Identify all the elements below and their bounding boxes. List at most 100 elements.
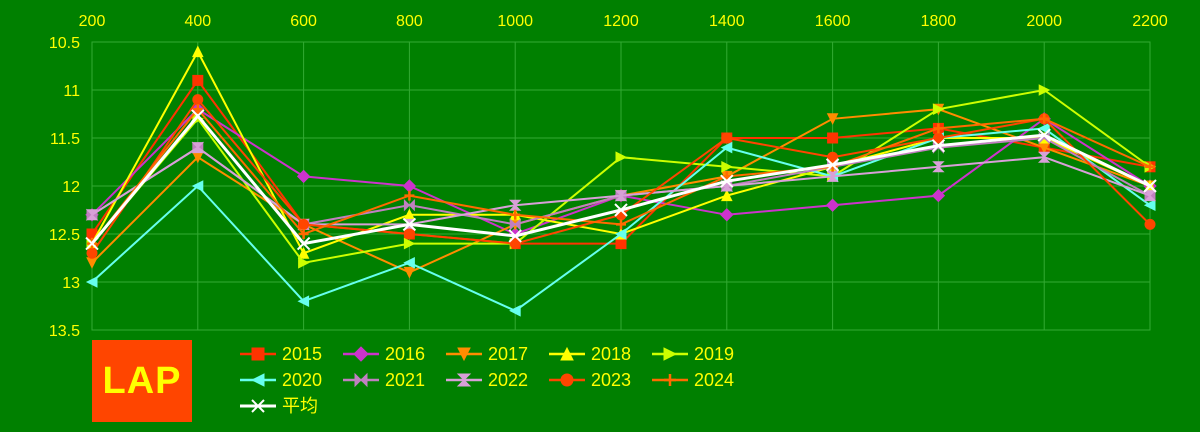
data-point (192, 94, 204, 106)
data-point (825, 198, 840, 212)
legend-label: 2024 (694, 370, 734, 390)
y-axis-tick-labels: 10.5 11 11.5 12 12.5 13 13.5 (49, 35, 80, 340)
data-point (298, 218, 310, 230)
y-tick-label: 12 (62, 179, 80, 196)
data-point (509, 304, 521, 317)
x-tick-label: 1200 (603, 13, 639, 30)
data-point (403, 228, 415, 240)
data-point (933, 123, 944, 134)
data-point (1038, 122, 1050, 135)
data-point (86, 257, 98, 269)
legend-item: 2015 (240, 344, 322, 364)
data-point (1143, 199, 1156, 212)
x-tick-label: 600 (290, 13, 317, 30)
data-point (720, 174, 734, 188)
data-point (932, 161, 945, 173)
legend-label: 2017 (488, 344, 528, 364)
legend-item: 2023 (549, 370, 631, 390)
legend-marker (250, 373, 265, 387)
legend-marker (664, 374, 676, 386)
data-point (298, 256, 310, 269)
lap-badge-text: LAP (102, 359, 182, 402)
data-point (297, 295, 310, 308)
data-point (721, 160, 733, 173)
series-2020 (85, 122, 1156, 317)
legend-marker (251, 399, 265, 413)
data-point (192, 74, 204, 86)
legend-label: 2019 (694, 344, 734, 364)
data-point (402, 179, 417, 193)
data-point (616, 219, 626, 230)
legend-label: 2021 (385, 370, 425, 390)
y-tick-label: 11 (63, 83, 80, 100)
legend-item: 2020 (240, 370, 322, 390)
x-tick-label: 1400 (709, 13, 745, 30)
series-lines (85, 45, 1157, 317)
legend-item: 2021 (343, 370, 425, 390)
data-point (296, 169, 311, 184)
data-point (296, 236, 311, 251)
data-point (720, 141, 733, 154)
legend-item: 2018 (549, 344, 631, 364)
data-point (297, 247, 310, 259)
data-point (614, 190, 628, 202)
data-point (1037, 128, 1051, 142)
data-point (1143, 179, 1157, 193)
data-point (402, 217, 417, 232)
legend-item: 2017 (446, 344, 528, 364)
y-tick-label: 12.5 (49, 227, 80, 244)
data-point (191, 109, 205, 123)
legend-label: 2023 (591, 370, 631, 390)
series-2024 (87, 104, 1155, 249)
legend-item: 2019 (652, 344, 734, 364)
data-point (86, 247, 98, 259)
legend-item: 平均 (240, 396, 318, 416)
data-point (85, 236, 99, 251)
data-point (403, 256, 415, 269)
legend-marker (353, 346, 369, 362)
data-point (298, 229, 309, 239)
data-point (509, 238, 521, 250)
x-tick-label: 1000 (497, 13, 533, 30)
legend-label: 2020 (282, 370, 322, 390)
legend-item: 2016 (343, 344, 425, 364)
legend-marker (560, 346, 574, 361)
data-point (931, 188, 946, 203)
x-tick-label: 800 (396, 13, 423, 30)
data-point (614, 203, 628, 217)
data-point (192, 104, 203, 115)
data-point (191, 180, 204, 192)
y-tick-label: 11.5 (50, 131, 80, 148)
data-point (615, 238, 627, 250)
data-point (720, 189, 733, 202)
y-tick-label: 13 (62, 275, 80, 292)
legend-marker (354, 372, 368, 388)
data-point (825, 158, 840, 172)
data-point (1038, 84, 1051, 96)
data-point (85, 209, 99, 221)
data-point (826, 170, 839, 182)
lap-badge: LAP (92, 340, 192, 422)
data-point (510, 209, 521, 220)
data-point (1037, 151, 1051, 163)
x-tick-label: 400 (184, 13, 211, 30)
x-tick-label: 200 (79, 13, 106, 30)
legend-marker (663, 347, 678, 361)
legend-item: 2022 (446, 370, 528, 390)
legend-label: 2022 (488, 370, 528, 390)
data-point (721, 132, 733, 144)
data-point (191, 45, 204, 58)
data-point (403, 266, 416, 279)
legend-item: 2024 (652, 370, 734, 390)
data-point (827, 132, 839, 144)
series-平均 (85, 109, 1157, 251)
x-tick-label: 1800 (921, 13, 957, 30)
legend-label: 2016 (385, 344, 425, 364)
data-point (932, 103, 945, 116)
data-point (931, 138, 946, 153)
data-point (508, 229, 522, 243)
data-point (615, 151, 628, 164)
x-tick-label: 2200 (1132, 13, 1168, 30)
